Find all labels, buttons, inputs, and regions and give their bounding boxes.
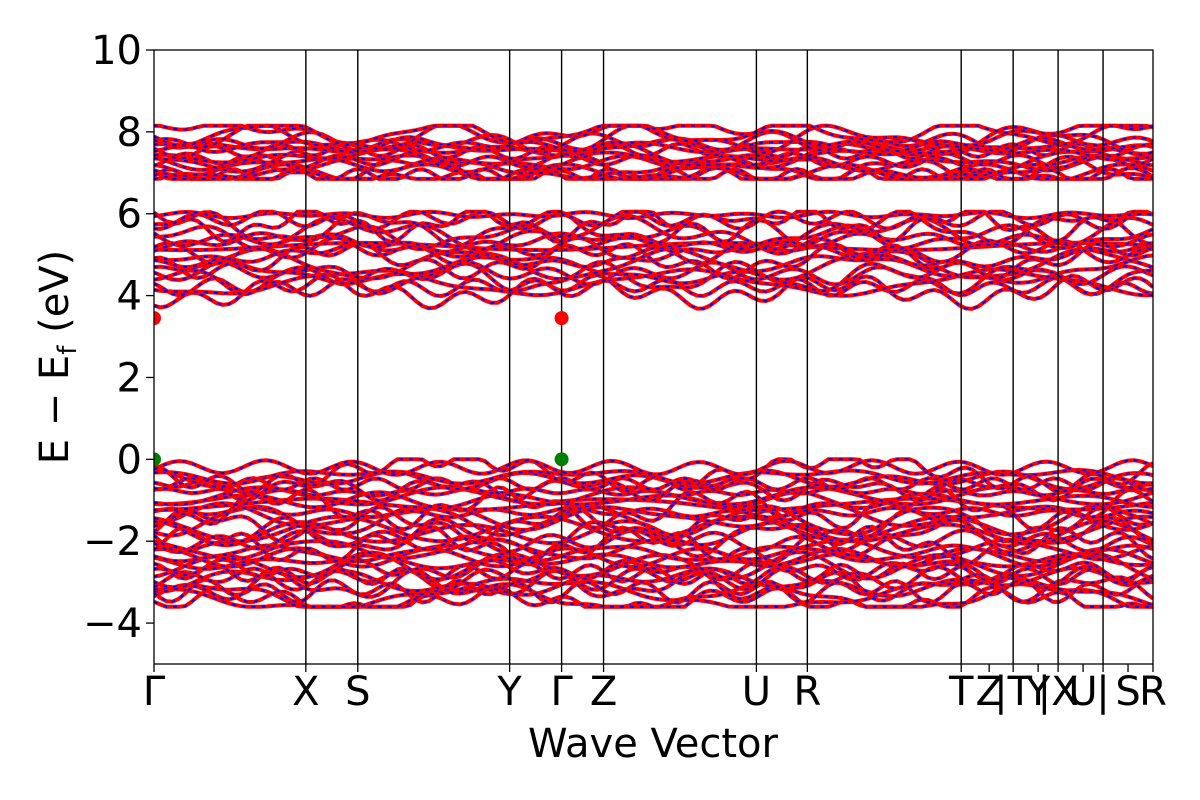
plot-frame: [153, 49, 1154, 665]
x-tick-label: R: [1139, 669, 1167, 715]
y-tick-label: 8: [117, 110, 142, 156]
band-line-blue: [154, 145, 1153, 164]
y-tick-label: 2: [117, 355, 142, 401]
band-line-blue: [154, 551, 1153, 581]
x-tick-label: |T: [994, 669, 1032, 715]
x-tick-label: R: [793, 669, 821, 715]
y-axis-label-subscript: f: [53, 345, 83, 355]
band-line-blue: [154, 491, 1153, 510]
band-line-blue: [154, 562, 1153, 586]
band-line-blue: [154, 277, 1153, 298]
y-tick-label: 4: [117, 274, 142, 320]
x-tick-label: S: [345, 669, 370, 715]
y-axis-label: E − Ef (eV): [32, 250, 83, 465]
band-line-red: [154, 505, 1153, 520]
y-tick-label: 0: [117, 437, 142, 483]
x-axis-label: Wave Vector: [528, 721, 779, 767]
x-axis-ticks: Γ X S Y Γ Z U R T Z|TY|XU| SR: [143, 664, 1167, 715]
y-tick-label: −4: [83, 601, 142, 647]
band-line-red: [154, 501, 1153, 533]
vbm-marker: [554, 452, 569, 467]
band-line-blue: [154, 487, 1153, 497]
band-line-blue: [154, 124, 1153, 147]
band-line-blue: [154, 154, 1153, 180]
x-tick-label: Γ: [143, 669, 166, 715]
cbm-marker: [154, 311, 161, 326]
band-line-blue: [154, 504, 1153, 537]
band-line-red: [154, 154, 1153, 181]
x-tick-label: Z: [590, 669, 617, 715]
band-line-blue: [154, 525, 1153, 566]
kpoint-lines: [305, 50, 1104, 664]
band-line-blue: [154, 477, 1153, 502]
band-line-blue: [154, 506, 1153, 544]
x-tick-label: |X: [1038, 669, 1079, 715]
y-tick-label: 10: [91, 28, 142, 74]
band-line-red: [154, 458, 1153, 477]
x-tick-label: U: [742, 669, 771, 715]
y-axis-ticks: 10 8 6 4 2 0 −2 −4: [83, 28, 154, 647]
band-line-blue: [154, 142, 1153, 160]
band-line-blue: [154, 242, 1153, 269]
x-tick-label: Y: [1025, 669, 1051, 715]
y-tick-label: 6: [117, 192, 142, 238]
band-line-blue: [154, 565, 1153, 591]
bands-layer: [154, 123, 1153, 609]
band-line-blue: [154, 210, 1153, 248]
x-tick-label: X: [292, 669, 319, 715]
band-line-blue: [154, 210, 1153, 220]
vbm-marker: [154, 452, 161, 467]
band-line-blue: [154, 163, 1153, 180]
x-tick-label: |: [1096, 669, 1109, 715]
x-tick-label: S: [1115, 669, 1140, 715]
band-line-red: [154, 557, 1153, 583]
band-line-blue: [154, 124, 1153, 153]
x-tick-label: U: [1068, 669, 1097, 715]
cbm-marker: [554, 311, 569, 326]
x-tick-label: Y: [496, 669, 522, 715]
x-tick-label: T: [948, 669, 974, 715]
extrema-markers: [154, 311, 569, 467]
band-line-blue: [154, 124, 1153, 156]
band-line-blue: [154, 458, 1153, 493]
band-line-blue: [154, 214, 1153, 251]
y-axis-label-unit: (eV): [32, 250, 78, 346]
band-line-red: [154, 552, 1153, 571]
band-line-blue: [154, 578, 1153, 604]
y-tick-label: −2: [83, 519, 142, 565]
y-axis-label-main: E − E: [32, 355, 78, 465]
x-tick-label: Γ: [550, 669, 573, 715]
x-tick-label: Z: [975, 669, 1002, 715]
